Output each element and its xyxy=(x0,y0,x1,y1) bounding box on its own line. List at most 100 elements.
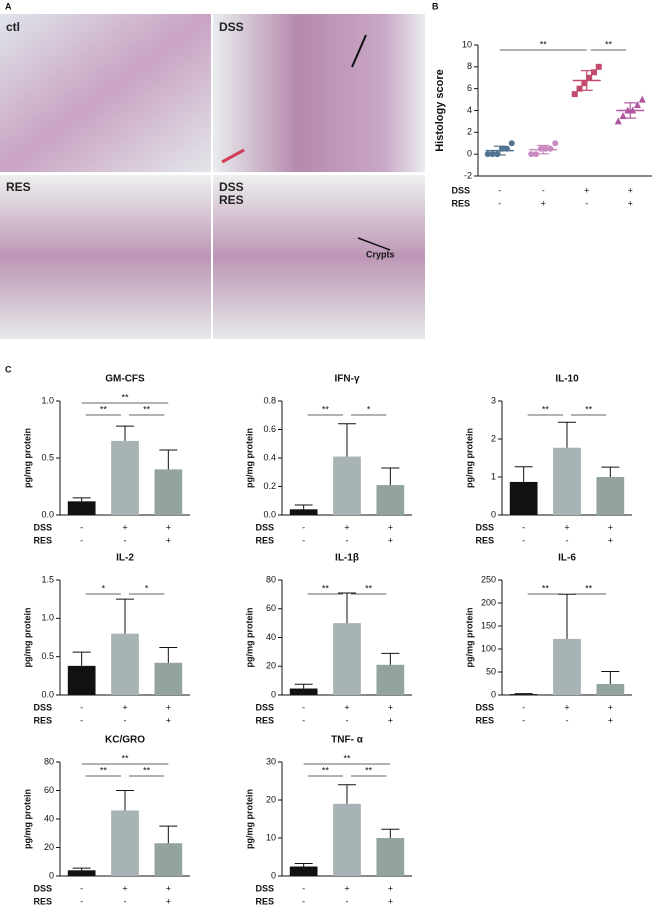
y-tick-label: 0 xyxy=(49,870,54,880)
x-row-value: - xyxy=(522,535,525,545)
data-point xyxy=(547,145,554,152)
y-tick-label: 3 xyxy=(491,395,496,405)
y-axis-label: pg/mg protein xyxy=(22,789,32,849)
significance-label: * xyxy=(102,583,106,593)
significance-label: ** xyxy=(322,404,330,414)
significance-label: ** xyxy=(365,765,373,775)
chart-title: IL-2 xyxy=(116,553,134,564)
x-row-label: DSS xyxy=(33,702,52,712)
x-row-value: - xyxy=(80,896,83,906)
panel-a: A ctl DSS RES DSS RES Crypts B C xyxy=(0,1,439,374)
y-axis-label: pg/mg protein xyxy=(464,428,474,488)
bar xyxy=(67,665,96,695)
significance-label: * xyxy=(367,404,371,414)
y-tick-label: 20 xyxy=(266,794,276,804)
x-row-value: + xyxy=(388,535,393,545)
x-row-value: + xyxy=(564,702,569,712)
significance-label: ** xyxy=(100,765,108,775)
x-row-value: + xyxy=(166,896,171,906)
x-row-value: - xyxy=(80,522,83,532)
x-row-value: - xyxy=(302,702,305,712)
x-row-value: - xyxy=(302,715,305,725)
significance-label: ** xyxy=(585,404,593,414)
x-row-value: - xyxy=(585,198,588,208)
data-point xyxy=(638,95,646,103)
x-row-value: + xyxy=(388,715,393,725)
y-axis-label: pg/mg protein xyxy=(244,428,254,488)
data-point xyxy=(633,101,641,109)
chart-title: IL-10 xyxy=(555,374,579,385)
y-tick-label: 20 xyxy=(44,842,54,852)
y-tick-label: 200 xyxy=(481,597,496,607)
histology-image xyxy=(213,14,425,172)
x-row-value: - xyxy=(80,715,83,725)
data-point xyxy=(619,111,627,119)
bar xyxy=(553,447,581,515)
x-row-value: + xyxy=(541,198,546,208)
data-point xyxy=(484,151,491,158)
data-point xyxy=(586,74,593,81)
y-tick-label: 2 xyxy=(491,433,496,443)
y-tick-label: 80 xyxy=(266,574,276,584)
bar xyxy=(289,866,318,876)
x-row-label: RES xyxy=(475,535,494,545)
x-row-value: - xyxy=(346,535,349,545)
arrow xyxy=(351,34,367,68)
significance-label: ** xyxy=(100,404,108,414)
x-row-value: + xyxy=(608,522,613,532)
y-tick-label: 150 xyxy=(481,620,496,630)
bar xyxy=(553,638,581,695)
data-point xyxy=(552,140,559,147)
x-row-value: + xyxy=(608,535,613,545)
y-tick-label: 0.5 xyxy=(41,452,54,462)
significance-label: ** xyxy=(605,39,613,49)
x-row-label: DSS xyxy=(475,522,494,532)
bar xyxy=(376,485,405,515)
y-tick-label: 100 xyxy=(481,643,496,653)
bar xyxy=(111,440,139,515)
image-label: RES xyxy=(6,180,31,194)
y-tick-label: 1 xyxy=(491,471,496,481)
image-label: ctl xyxy=(6,20,20,34)
bar xyxy=(596,477,625,515)
data-point xyxy=(528,151,535,158)
bar xyxy=(333,803,361,876)
x-row-value: - xyxy=(346,715,349,725)
chart-title: IL-6 xyxy=(558,553,576,564)
significance-label: ** xyxy=(540,39,548,49)
x-row-label: RES xyxy=(255,715,274,725)
bar xyxy=(333,456,361,515)
y-tick-label: 40 xyxy=(44,813,54,823)
bar xyxy=(509,694,538,695)
x-row-value: + xyxy=(608,715,613,725)
x-row-label: DSS xyxy=(33,883,52,893)
significance-label: ** xyxy=(322,765,330,775)
x-row-value: - xyxy=(302,896,305,906)
data-point xyxy=(590,69,597,76)
y-tick-label: 0.4 xyxy=(263,452,276,462)
panel-label: C xyxy=(5,364,12,374)
x-row-label: DSS xyxy=(255,522,274,532)
x-row-value: - xyxy=(124,896,127,906)
data-point xyxy=(581,80,588,87)
significance-label: ** xyxy=(365,583,373,593)
x-row-value: - xyxy=(566,535,569,545)
x-row-value: + xyxy=(388,883,393,893)
significance-label: ** xyxy=(542,583,550,593)
x-row-value: - xyxy=(498,185,501,195)
y-tick-label: 0.6 xyxy=(263,424,276,434)
x-row-value: - xyxy=(302,522,305,532)
y-tick-label: 60 xyxy=(266,603,276,613)
y-axis-label: pg/mg protein xyxy=(244,789,254,849)
x-row-label: DSS xyxy=(451,185,470,195)
y-tick-label: 4 xyxy=(467,105,472,115)
y-tick-label: 2 xyxy=(467,127,472,137)
bar xyxy=(289,688,318,695)
y-axis-label: pg/mg protein xyxy=(22,608,32,668)
arrow xyxy=(221,148,245,164)
chart-title: KC/GRO xyxy=(105,735,145,746)
x-row-value: - xyxy=(498,198,501,208)
bar xyxy=(289,509,318,515)
bar xyxy=(154,843,183,876)
